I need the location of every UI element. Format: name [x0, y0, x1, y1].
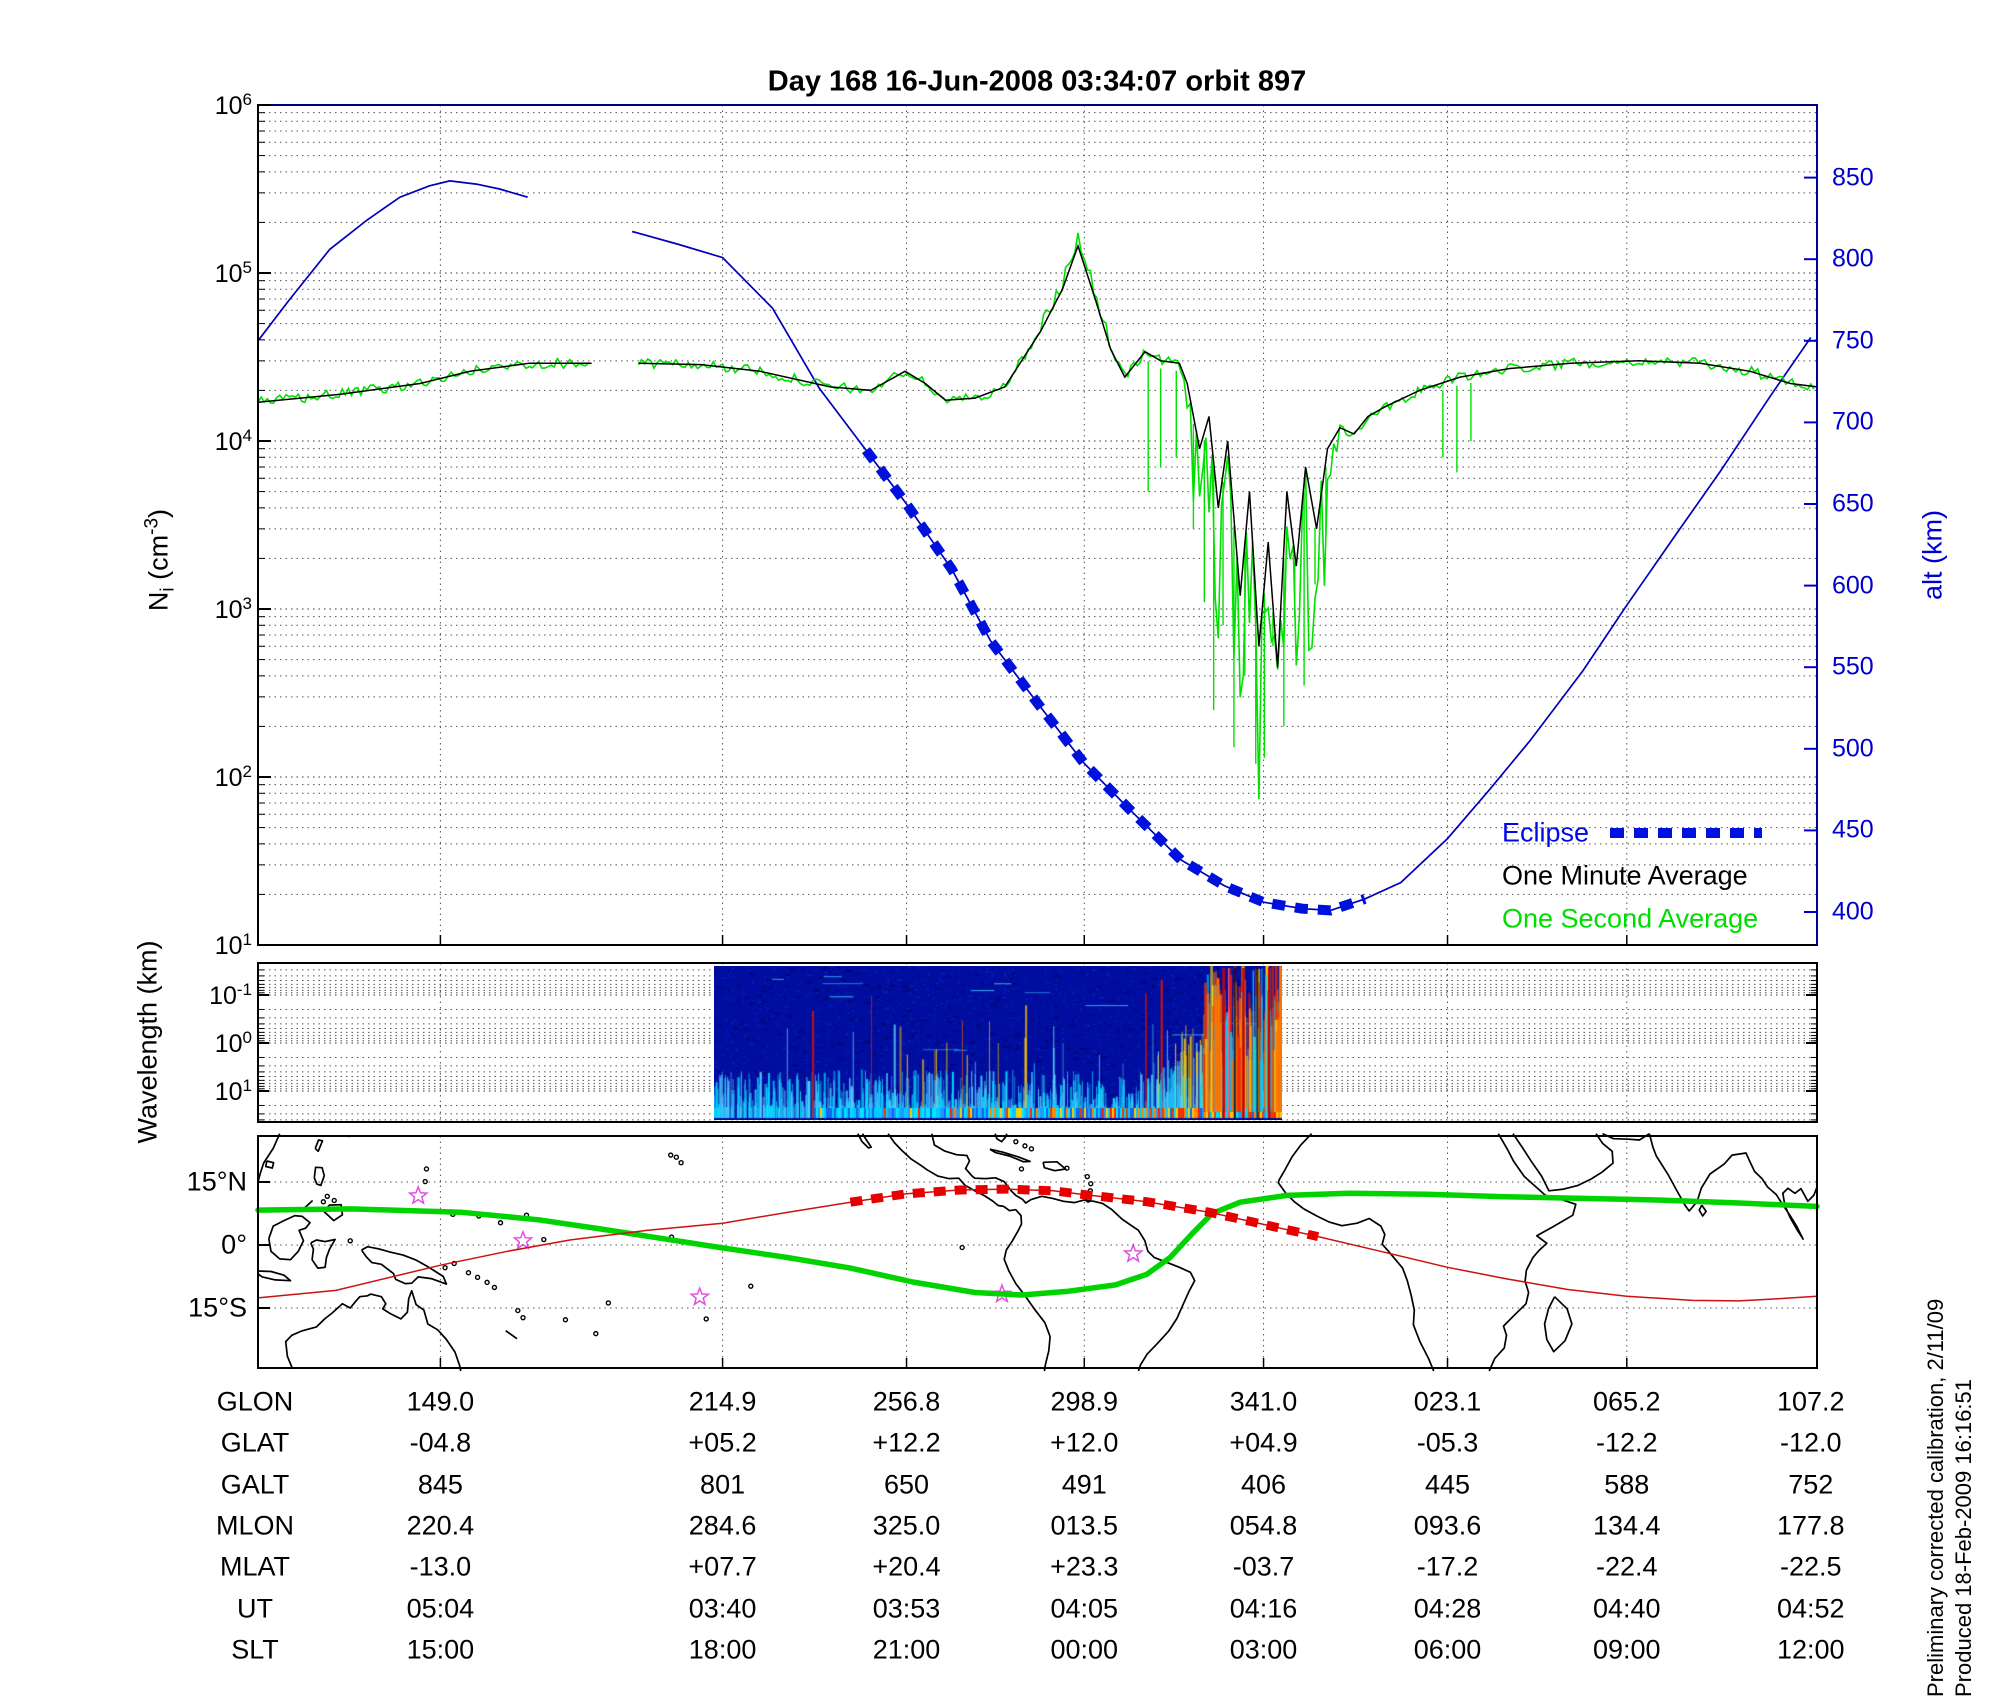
alt-tick-label: 500	[1832, 734, 1874, 763]
table-cell: 04:16	[1229, 1593, 1298, 1623]
table-row-label: GLON	[216, 1386, 294, 1417]
table-cell: 21:00	[872, 1634, 941, 1665]
alt-tick-label: 550	[1832, 652, 1874, 681]
side-note-produced: Produced 18-Feb-2009 16:16:51	[1951, 1378, 1976, 1697]
table-cell: -22.5	[1779, 1551, 1842, 1582]
table-cell: 256.8	[872, 1386, 941, 1417]
table-cell: 03:53	[872, 1593, 941, 1623]
table-cell: 04:40	[1593, 1593, 1661, 1623]
table-cell: 18:00	[688, 1634, 757, 1665]
wavelength-y-tick-label: 101	[214, 1075, 252, 1107]
alt-tick-label: 650	[1832, 489, 1874, 518]
table-row-label: MLON	[215, 1510, 295, 1541]
table-cell: 491	[1061, 1469, 1107, 1500]
table-cell: 107.2	[1776, 1386, 1845, 1417]
table-cell: 03:00	[1229, 1634, 1298, 1665]
wavelength-y-tick-label: 100	[214, 1027, 252, 1059]
table-cell: -13.0	[409, 1551, 472, 1582]
plot-title: Day 168 16-Jun-2008 03:34:07 orbit 897	[767, 65, 1307, 98]
table-cell: 023.1	[1413, 1386, 1482, 1417]
density-y-tick-label: 103	[214, 593, 252, 625]
table-cell: 801	[700, 1469, 746, 1500]
table-row-label: GALT	[220, 1469, 290, 1500]
table-cell: 845	[417, 1469, 463, 1500]
table-cell: 15:00	[406, 1634, 475, 1665]
table-row-label: MLAT	[219, 1551, 291, 1582]
table-cell: 00:00	[1050, 1634, 1119, 1665]
table-cell: 298.9	[1050, 1386, 1119, 1417]
alt-tick-label: 850	[1832, 163, 1874, 192]
table-cell: 04:52	[1776, 1593, 1845, 1623]
wavelength-spectrogram	[714, 966, 1282, 1120]
density-y-tick-label: 101	[214, 929, 252, 961]
table-cell: 04:28	[1413, 1593, 1482, 1623]
table-cell: 06:00	[1413, 1634, 1482, 1665]
table-cell: 04:05	[1050, 1593, 1119, 1623]
map-lat-label-15n: 15°N	[186, 1166, 247, 1197]
table-cell: 065.2	[1593, 1386, 1661, 1417]
table-cell: -12.0	[1779, 1427, 1842, 1458]
table-cell: 177.8	[1776, 1510, 1845, 1541]
wavelength-axis-label: Wavelength (km)	[132, 940, 163, 1144]
alt-tick-label: 600	[1832, 571, 1874, 600]
density-y-tick-label: 105	[214, 257, 252, 289]
table-cell: -05.3	[1416, 1427, 1479, 1458]
table-row-label: GLAT	[220, 1427, 290, 1458]
table-cell: 05:04	[406, 1593, 475, 1623]
table-cell: 341.0	[1229, 1386, 1298, 1417]
table-row-label: SLT	[231, 1634, 279, 1665]
table-cell: +04.9	[1229, 1427, 1298, 1458]
table-cell: -12.2	[1596, 1427, 1658, 1458]
table-cell: 12:00	[1776, 1634, 1845, 1665]
table-cell: +20.4	[872, 1551, 941, 1582]
table-cell: -03.7	[1232, 1551, 1295, 1582]
alt-tick-label: 450	[1832, 815, 1874, 844]
table-cell: 445	[1424, 1469, 1471, 1500]
table-cell: -22.4	[1596, 1551, 1658, 1582]
map-lat-label-15s: 15°S	[188, 1292, 247, 1323]
density-y-axis-label: Ni (cm-3)	[141, 508, 179, 612]
legend-one-minute-average: One Minute Average	[1502, 860, 1748, 891]
side-note-calibration: Preliminary corrected calibration, 2/11/…	[1923, 1298, 1948, 1697]
table-cell: 054.8	[1229, 1510, 1298, 1541]
table-row-label: UT	[237, 1593, 273, 1623]
table-cell: 149.0	[406, 1386, 475, 1417]
density-y-tick-label: 106	[214, 89, 252, 121]
table-cell: 013.5	[1050, 1510, 1119, 1541]
density-y-tick-label: 102	[214, 761, 252, 793]
table-cell: 093.6	[1413, 1510, 1482, 1541]
table-cell: +12.2	[872, 1427, 941, 1458]
table-cell: 134.4	[1593, 1510, 1661, 1541]
alt-tick-label: 750	[1832, 326, 1874, 355]
alt-tick-label: 800	[1832, 244, 1874, 273]
table-cell: 220.4	[406, 1510, 475, 1541]
wavelength-y-tick-label: 10-1	[209, 979, 252, 1011]
table-cell: 325.0	[872, 1510, 941, 1541]
map-lat-label-0: 0°	[221, 1229, 247, 1260]
table-cell: 284.6	[688, 1510, 757, 1541]
alt-tick-label: 700	[1832, 407, 1874, 436]
density-y-tick-label: 104	[214, 425, 252, 457]
table-cell: 09:00	[1593, 1634, 1661, 1665]
alt-tick-label: 400	[1832, 897, 1874, 926]
table-cell: 588	[1604, 1469, 1650, 1500]
table-cell: 650	[884, 1469, 930, 1500]
table-cell: +23.3	[1050, 1551, 1119, 1582]
legend-one-second-average: One Second Average	[1502, 903, 1759, 934]
table-cell: 752	[1788, 1469, 1834, 1500]
table-cell: +07.7	[688, 1551, 757, 1582]
table-cell: +05.2	[688, 1427, 757, 1458]
legend-eclipse: Eclipse	[1502, 817, 1590, 848]
table-cell: +12.0	[1050, 1427, 1119, 1458]
table-cell: 03:40	[688, 1593, 757, 1623]
table-cell: -17.2	[1416, 1551, 1479, 1582]
table-cell: -04.8	[409, 1427, 472, 1458]
table-cell: 406	[1241, 1469, 1287, 1500]
table-cell: 214.9	[688, 1386, 757, 1417]
alt-axis-label: alt (km)	[1917, 510, 1948, 600]
